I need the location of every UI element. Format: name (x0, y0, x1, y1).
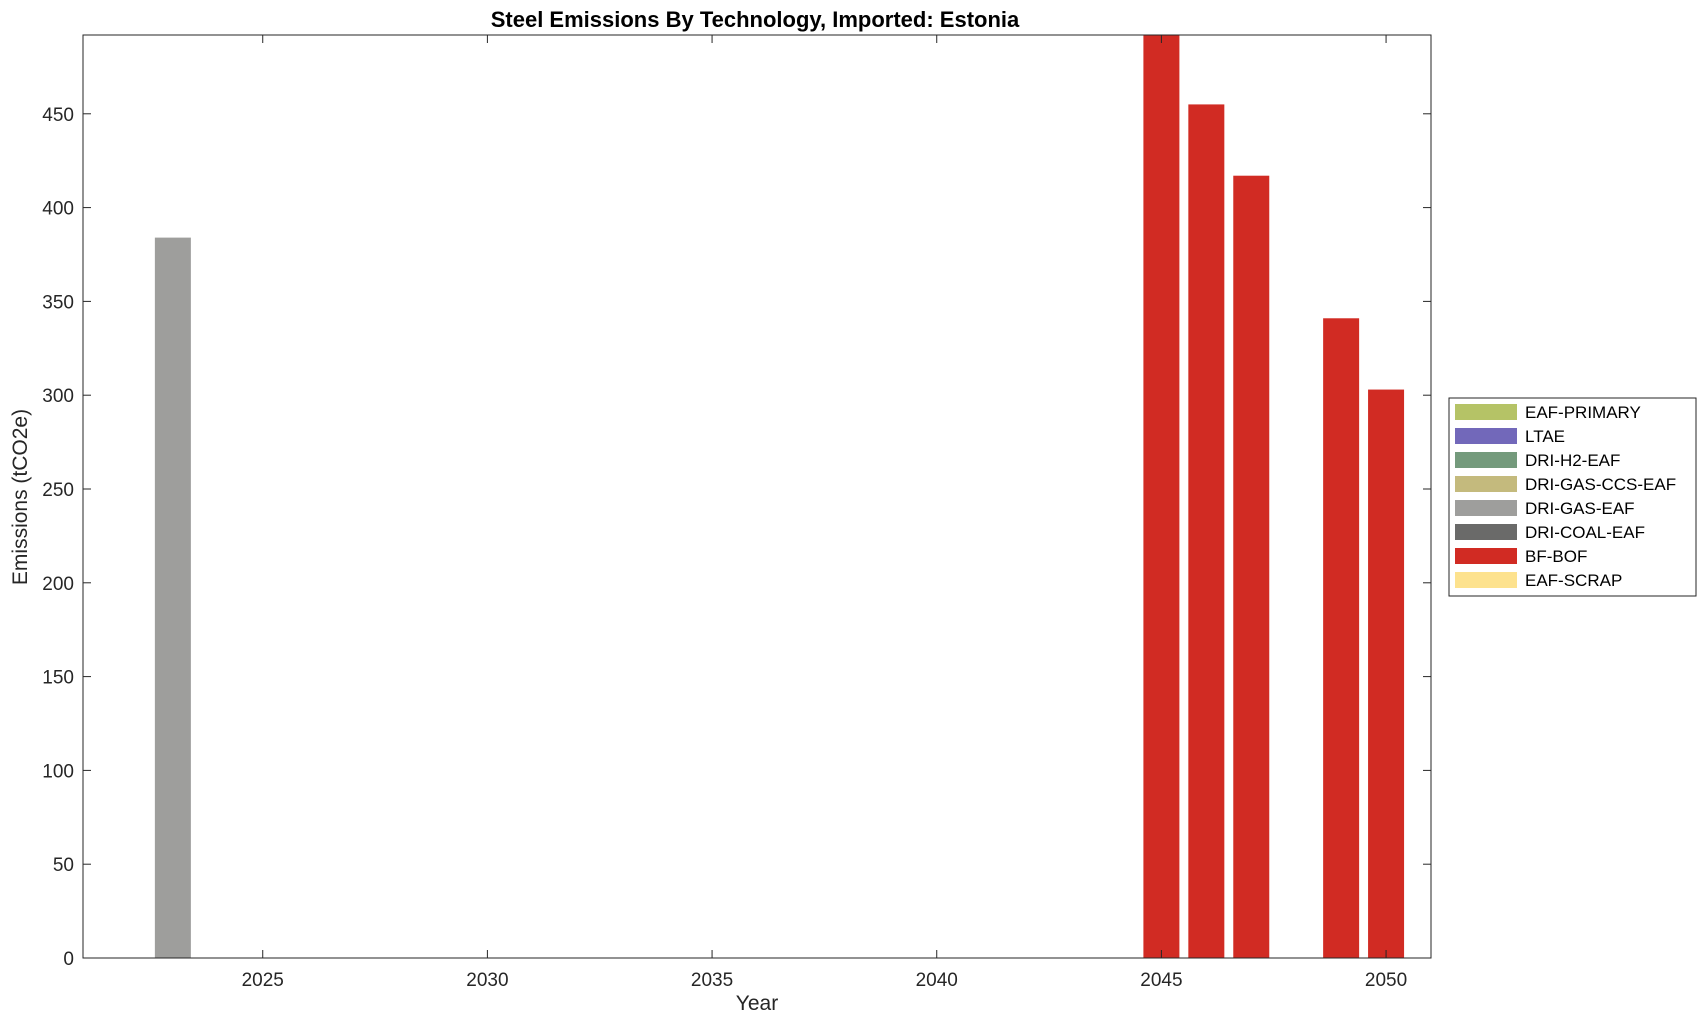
x-tick-label: 2040 (916, 970, 958, 991)
y-axis-label: Emissions (tCO2e) (9, 409, 32, 585)
bar-bf-bof-2047 (1233, 175, 1270, 958)
legend-label-dri-gas-eaf: DRI-GAS-EAF (1525, 499, 1635, 518)
x-axis-label: Year (736, 992, 778, 1015)
x-tick-label: 2035 (691, 970, 733, 991)
y-tick-label: 50 (53, 855, 74, 876)
legend-box (1448, 397, 1697, 597)
bar-bf-bof-2049 (1323, 318, 1360, 958)
legend-swatch-dri-coal-eaf (1455, 524, 1517, 540)
legend-label-ltae: LTAE (1525, 427, 1565, 446)
legend-swatch-dri-gas-eaf (1455, 500, 1517, 516)
bar-bf-bof-2050 (1368, 389, 1405, 958)
y-tick-label: 300 (42, 386, 74, 407)
y-tick-label: 250 (42, 480, 74, 501)
x-tick-label: 2025 (242, 970, 284, 991)
y-tick-label: 400 (42, 199, 74, 220)
y-tick-label: 350 (42, 292, 74, 313)
legend-label-bf-bof: BF-BOF (1525, 547, 1587, 566)
legend-label-dri-h2-eaf: DRI-H2-EAF (1525, 451, 1620, 470)
y-tick-label: 450 (42, 105, 74, 126)
legend-swatch-dri-gas-ccs-eaf (1455, 476, 1517, 492)
legend: EAF-PRIMARY LTAE DRI-H2-EAF DRI-GAS-CCS-EAF… (1448, 397, 1697, 597)
y-tick-label: 100 (42, 761, 74, 782)
chart-title: Steel Emissions By Technology, Imported:… (491, 7, 1020, 32)
x-tick-label: 2030 (466, 970, 508, 991)
y-tick-label: 150 (42, 668, 74, 689)
legend-swatch-bf-bof (1455, 548, 1517, 564)
x-tick-label: 2050 (1365, 970, 1407, 991)
legend-label-dri-coal-eaf: DRI-COAL-EAF (1525, 523, 1645, 542)
bar-dri-gas-eaf-2023 (154, 237, 191, 959)
legend-swatch-eaf-scrap (1455, 572, 1517, 588)
plot-area (82, 34, 1432, 959)
x-tick-label: 2045 (1140, 970, 1182, 991)
bar-bf-bof-2046 (1188, 104, 1225, 959)
y-tick-label: 0 (63, 949, 74, 970)
bar-bf-bof-2045 (1143, 35, 1180, 958)
bars-layer (154, 35, 1405, 959)
axis-ticks: 2025 2030 2035 2040 2045 2050 0 50 100 150 200 250 3… (42, 35, 1431, 991)
legend-label-dri-gas-ccs-eaf: DRI-GAS-CCS-EAF (1525, 475, 1676, 494)
legend-items: EAF-PRIMARY LTAE DRI-H2-EAF DRI-GAS-CCS-EAF… (1455, 403, 1676, 590)
legend-label-eaf-primary: EAF-PRIMARY (1525, 403, 1641, 422)
legend-swatch-eaf-primary (1455, 404, 1517, 420)
legend-label-eaf-scrap: EAF-SCRAP (1525, 571, 1622, 590)
legend-swatch-ltae (1455, 428, 1517, 444)
y-tick-label: 200 (42, 574, 74, 595)
legend-swatch-dri-h2-eaf (1455, 452, 1517, 468)
